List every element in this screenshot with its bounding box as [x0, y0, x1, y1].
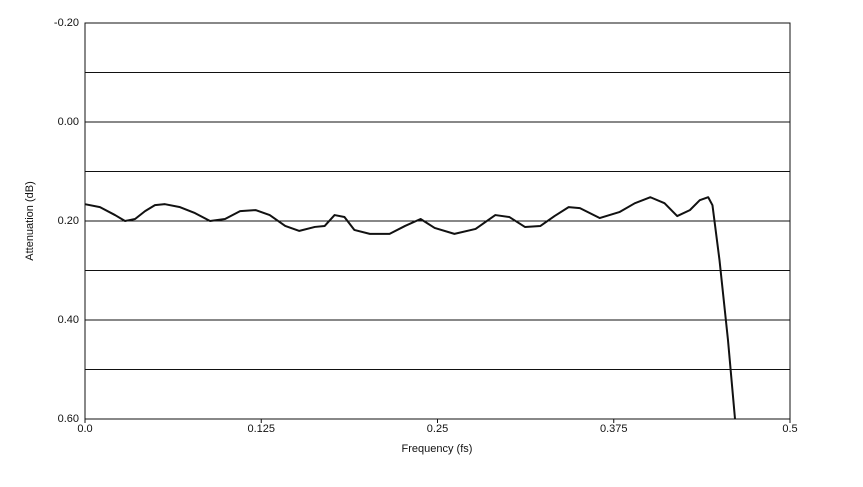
- y-tick-label: 0.40: [58, 314, 79, 326]
- x-tick-label: 0.25: [427, 423, 448, 435]
- y-tick-label: -0.20: [54, 17, 79, 29]
- x-tick-label: 0.125: [247, 423, 275, 435]
- y-tick-label: 0.20: [58, 215, 79, 227]
- x-tick-label: 0.0: [77, 423, 92, 435]
- x-axis-label: Frequency (fs): [402, 443, 473, 455]
- x-tick-label: 0.375: [600, 423, 628, 435]
- y-tick-label: 0.60: [58, 413, 79, 425]
- y-axis-label: Attenuation (dB): [24, 181, 36, 261]
- x-tick-label: 0.5: [782, 423, 797, 435]
- y-tick-label: 0.00: [58, 116, 79, 128]
- data-line: [84, 196, 737, 420]
